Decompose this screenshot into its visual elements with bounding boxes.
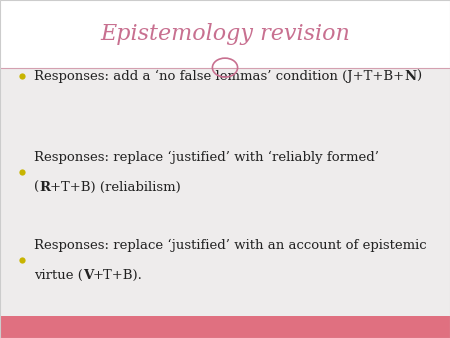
FancyBboxPatch shape: [0, 0, 450, 68]
Text: R: R: [39, 181, 50, 194]
Text: Responses: add a ‘no false lemmas’ condition (J+T+B+: Responses: add a ‘no false lemmas’ condi…: [34, 69, 404, 83]
Text: +T+B).: +T+B).: [93, 269, 143, 282]
Text: (: (: [34, 181, 39, 194]
Text: virtue (: virtue (: [34, 269, 83, 282]
FancyBboxPatch shape: [0, 316, 450, 338]
Text: Responses: replace ‘justified’ with ‘reliably formed’: Responses: replace ‘justified’ with ‘rel…: [34, 150, 379, 164]
Text: Responses: replace ‘justified’ with an account of epistemic: Responses: replace ‘justified’ with an a…: [34, 238, 427, 252]
Text: +T+B) (reliabilism): +T+B) (reliabilism): [50, 181, 180, 194]
Text: V: V: [83, 269, 93, 282]
Text: Epistemology revision: Epistemology revision: [100, 23, 350, 45]
Text: ): ): [416, 70, 421, 82]
Text: N: N: [404, 70, 416, 82]
